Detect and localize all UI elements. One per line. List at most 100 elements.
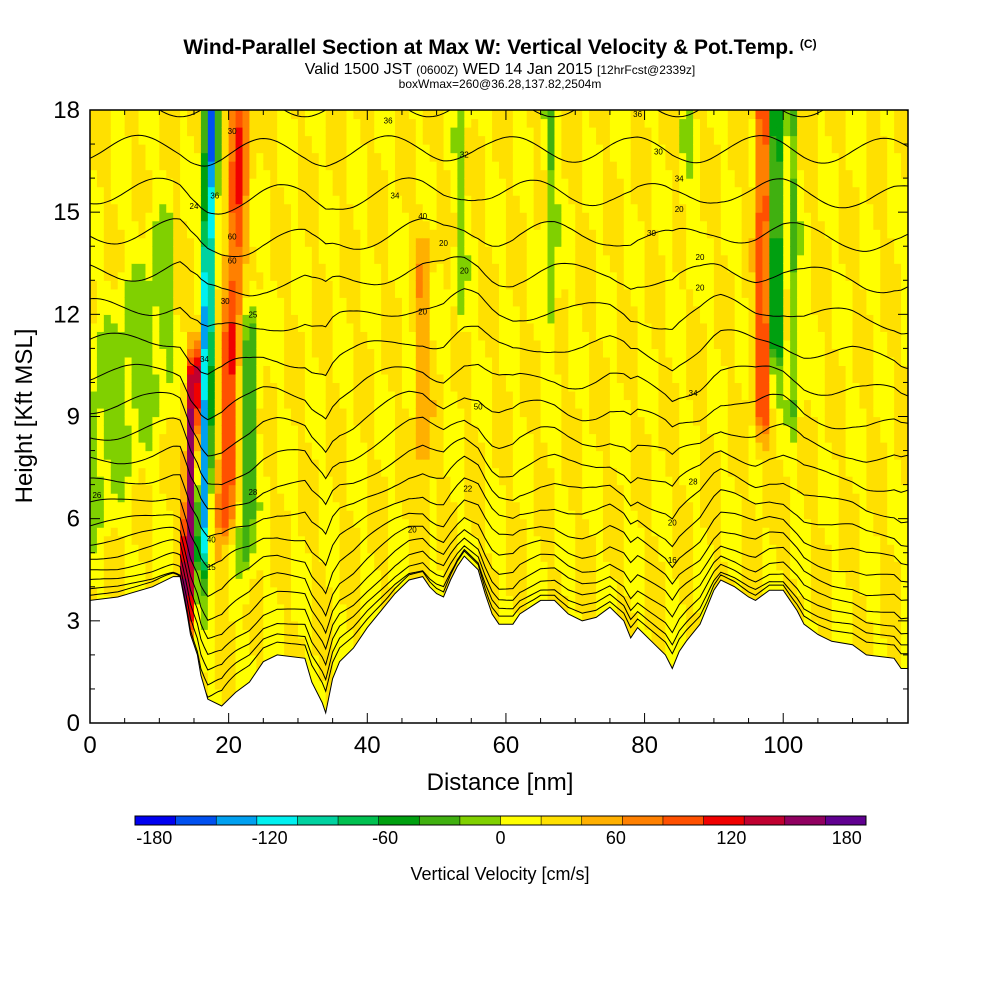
velocity-cell [381,459,389,469]
velocity-cell [346,263,355,273]
velocity-cell [408,280,417,290]
velocity-cell [554,288,562,298]
velocity-cell [166,527,174,537]
velocity-cell [173,195,181,205]
velocity-cell [249,212,257,222]
velocity-cell [311,220,320,230]
velocity-cell [450,476,458,486]
velocity-cell [235,220,244,230]
velocity-cell [526,118,535,128]
velocity-cell [221,178,230,188]
velocity-cell [96,178,105,188]
velocity-cell [103,348,112,358]
velocity-cell [228,195,237,205]
velocity-cell [415,186,424,196]
velocity-cell [256,373,264,384]
velocity-cell [388,135,396,145]
velocity-cell [374,450,382,460]
velocity-cell [270,544,278,554]
velocity-cell [117,442,126,452]
velocity-cell [346,161,355,171]
velocity-cell [221,544,230,554]
velocity-cell [228,263,237,273]
velocity-cell [554,356,562,367]
velocity-cell [173,382,181,392]
velocity-cell [159,152,167,162]
velocity-cell [277,493,285,503]
velocity-cell [422,110,431,120]
velocity-cell [304,118,313,128]
velocity-cell [408,467,417,477]
velocity-cell [540,484,549,494]
velocity-cell [429,561,438,571]
velocity-cell [374,510,382,520]
velocity-cell [346,212,355,222]
velocity-cell [374,518,382,528]
velocity-cell [408,254,417,264]
velocity-cell [401,212,410,222]
velocity-cell [422,493,431,503]
velocity-cell [152,459,160,469]
velocity-cell [193,595,202,605]
velocity-cell [214,535,223,545]
velocity-cell [318,586,327,596]
velocity-cell [554,135,562,145]
velocity-cell [311,356,320,367]
velocity-cell [235,578,244,588]
velocity-cell [318,195,327,205]
velocity-cell [214,382,223,392]
velocity-cell [422,144,431,154]
velocity-cell [381,288,389,298]
velocity-cell [561,527,569,537]
velocity-cell [436,229,445,239]
velocity-cell [395,561,403,571]
velocity-cell [173,237,181,247]
velocity-cell [395,152,403,162]
velocity-cell [311,612,320,622]
velocity-cell [360,578,368,588]
velocity-cell [415,365,424,375]
velocity-cell [110,493,119,503]
velocity-cell [374,399,382,409]
velocity-cell [145,144,153,154]
velocity-cell [471,186,479,196]
velocity-cell [124,212,133,222]
velocity-cell [207,467,216,477]
velocity-cell [499,493,507,503]
velocity-cell [124,569,133,579]
velocity-cell [395,425,403,435]
velocity-cell [117,407,126,418]
velocity-cell [388,212,396,222]
velocity-cell [256,518,264,528]
velocity-cell [464,110,472,120]
velocity-cell [325,510,334,520]
velocity-cell [332,186,341,196]
velocity-cell [332,382,341,392]
velocity-cell [277,459,285,469]
velocity-cell [318,663,327,673]
velocity-cell [193,144,202,154]
velocity-cell [270,254,278,264]
velocity-cell [436,186,445,196]
velocity-cell [270,501,278,511]
velocity-cell [526,595,535,605]
velocity-cell [311,450,320,460]
velocity-cell [561,433,569,443]
velocity-cell [526,263,535,273]
velocity-cell [117,288,126,298]
velocity-cell [436,544,445,554]
velocity-cell [408,484,417,494]
velocity-cell [110,382,119,392]
velocity-cell [499,263,507,273]
velocity-cell [228,178,237,188]
velocity-cell [478,220,486,230]
velocity-cell [117,220,126,230]
velocity-cell [415,450,424,460]
velocity-cell [242,195,251,205]
velocity-cell [117,365,126,375]
velocity-cell [200,212,209,222]
velocity-cell [131,501,140,511]
velocity-cell [110,510,119,520]
velocity-cell [408,203,417,213]
velocity-cell [485,390,493,401]
